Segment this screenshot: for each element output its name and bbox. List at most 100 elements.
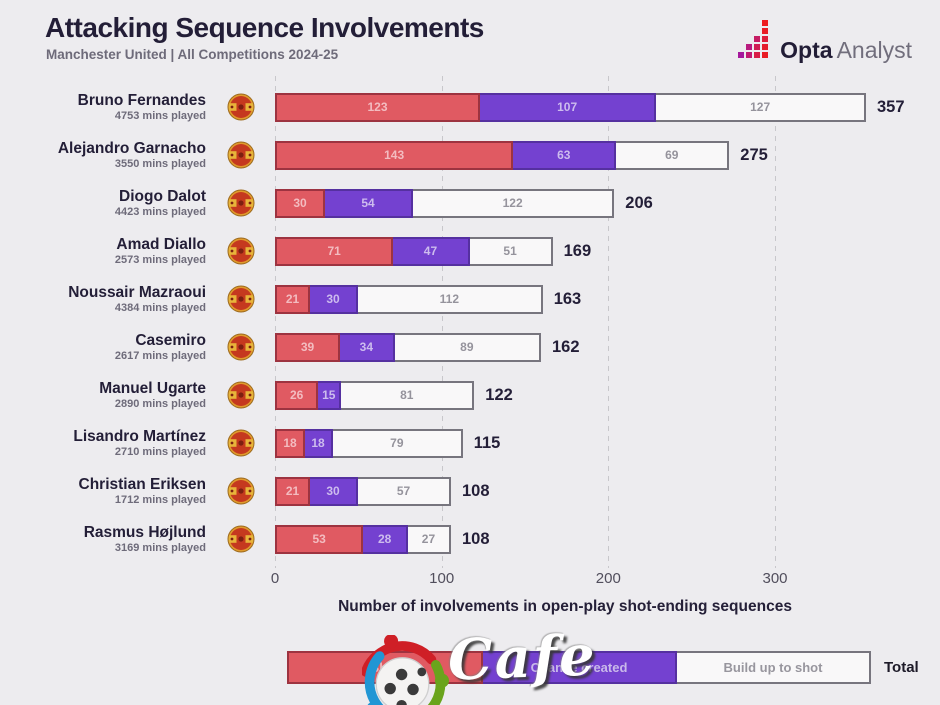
player-row: Bruno Fernandes 4753 mins played 123 10 [0, 83, 940, 131]
bar-segment-shot: 53 [275, 524, 364, 554]
player-minutes: 2890 mins played [114, 398, 206, 411]
club-crest-icon [206, 381, 275, 409]
player-row: Rasmus Højlund 3169 mins played 53 28 [0, 515, 940, 563]
player-total: 275 [740, 145, 768, 164]
player-info: Rasmus Højlund 3169 mins played [0, 524, 206, 555]
bar-segment-shot: 21 [275, 476, 310, 506]
player-info: Alejandro Garnacho 3550 mins played [0, 140, 206, 171]
player-name: Casemiro [135, 331, 206, 349]
player-total: 357 [876, 97, 905, 116]
x-tick-300: 300 [762, 570, 788, 587]
bar-segment-build-up: 27 [405, 524, 451, 554]
club-crest-icon [206, 333, 275, 361]
player-total: 169 [563, 241, 592, 260]
x-tick-0: 0 [270, 570, 280, 587]
bar-segment-chance-created: 28 [361, 524, 408, 554]
shot-value: 18 [283, 436, 297, 450]
build-up-value: 112 [439, 292, 460, 306]
player-name: Rasmus Højlund [83, 523, 206, 541]
x-tick-100: 100 [429, 570, 455, 587]
club-crest-icon [206, 237, 275, 265]
player-row: Amad Diallo 2573 mins played 71 47 [0, 227, 940, 275]
bar-segment-build-up: 112 [356, 284, 543, 314]
opta-analyst-logo: Opta Analyst [738, 20, 912, 65]
player-info: Bruno Fernandes 4753 mins played [0, 92, 206, 123]
shot-value: 30 [293, 196, 307, 210]
legend-item-build-up-to-shot: Build up to shot [675, 651, 871, 684]
player-total: 108 [461, 529, 490, 548]
shot-value: 39 [300, 340, 315, 354]
player-row: Casemiro 2617 mins played 39 34 8 [0, 323, 940, 371]
bar-segment-chance-created: 30 [308, 476, 358, 506]
legend-item-shot: Shot [287, 651, 483, 684]
stacked-bar: 143 63 69 275 [275, 140, 768, 170]
player-minutes: 4384 mins played [114, 302, 206, 315]
chance-created-value: 63 [557, 148, 571, 162]
bar-segment-build-up: 79 [331, 428, 463, 458]
bar-segment-chance-created: 18 [303, 428, 333, 458]
chance-created-value: 28 [377, 532, 392, 546]
stacked-bar: 21 30 112 163 [275, 284, 581, 314]
player-name: Lisandro Martínez [73, 427, 206, 445]
club-crest-icon [206, 93, 275, 121]
shot-value: 53 [312, 532, 326, 546]
player-name: Diogo Dalot [119, 187, 206, 205]
club-crest-icon [206, 141, 275, 169]
bar-segment-chance-created: 30 [308, 284, 358, 314]
player-row: Alejandro Garnacho 3550 mins played 143 [0, 131, 940, 179]
player-total: 162 [551, 337, 580, 356]
player-info: Christian Eriksen 1712 mins played [0, 476, 207, 507]
build-up-value: 51 [503, 244, 517, 258]
player-rows: Bruno Fernandes 4753 mins played 123 10 [0, 83, 940, 563]
gridline-100 [441, 76, 443, 568]
shot-value: 21 [285, 484, 300, 498]
bar-segment-build-up: 57 [356, 476, 451, 506]
stacked-bar: 39 34 89 162 [275, 332, 580, 362]
player-minutes: 2710 mins played [114, 446, 206, 459]
bar-segment-chance-created: 34 [338, 332, 395, 362]
player-total: 108 [462, 481, 490, 500]
bar-segment-chance-created: 47 [391, 236, 470, 266]
player-row: Diogo Dalot 4423 mins played 30 54 [0, 179, 940, 227]
chance-created-value: 30 [326, 292, 340, 306]
player-row: Christian Eriksen 1712 mins played 21 3 [0, 467, 940, 515]
chance-created-value: 107 [557, 100, 578, 114]
bar-segment-build-up: 89 [392, 332, 541, 362]
brand-analyst: Analyst [836, 37, 912, 63]
player-minutes: 2573 mins played [114, 254, 206, 267]
bar-segment-build-up: 51 [467, 236, 553, 266]
player-minutes: 3169 mins played [114, 542, 206, 555]
player-row: Manuel Ugarte 2890 mins played 26 15 [0, 371, 940, 419]
chance-created-value: 30 [326, 484, 340, 498]
player-row: Noussair Mazraoui 4384 mins played 21 3 [0, 275, 940, 323]
club-crest-icon [206, 429, 275, 457]
legend-bar: Shot Chance created Build up to shot [287, 651, 871, 684]
build-up-value: 127 [750, 100, 771, 114]
bar-segment-shot: 143 [275, 140, 514, 170]
gridlines [275, 76, 777, 568]
club-crest-icon [206, 189, 275, 217]
chance-created-value: 18 [311, 436, 325, 450]
bar-segment-build-up: 122 [411, 188, 615, 218]
bar-segment-shot: 30 [275, 188, 325, 218]
gridline-200 [608, 76, 610, 568]
chance-created-value: 15 [322, 388, 336, 402]
build-up-value: 79 [390, 436, 404, 450]
shot-value: 123 [367, 100, 388, 114]
legend-total-label: Total [884, 659, 919, 676]
bar-segment-build-up: 69 [614, 140, 730, 170]
brand-opta: Opta [780, 37, 833, 63]
player-name: Bruno Fernandes [77, 91, 206, 109]
chance-created-value: 47 [423, 244, 438, 258]
stacked-bar: 30 54 122 206 [275, 188, 653, 218]
brand-name: Opta Analyst [780, 39, 912, 65]
bar-segment-build-up: 127 [654, 92, 866, 122]
bar-segment-chance-created: 15 [316, 380, 342, 410]
build-up-value: 69 [665, 148, 679, 162]
bar-segment-chance-created: 107 [478, 92, 657, 122]
bar-segment-shot: 123 [275, 92, 480, 122]
player-minutes: 4423 mins played [114, 206, 206, 219]
chance-created-value: 34 [359, 340, 374, 354]
bar-segment-shot: 71 [275, 236, 394, 266]
bar-segment-shot: 18 [275, 428, 305, 458]
